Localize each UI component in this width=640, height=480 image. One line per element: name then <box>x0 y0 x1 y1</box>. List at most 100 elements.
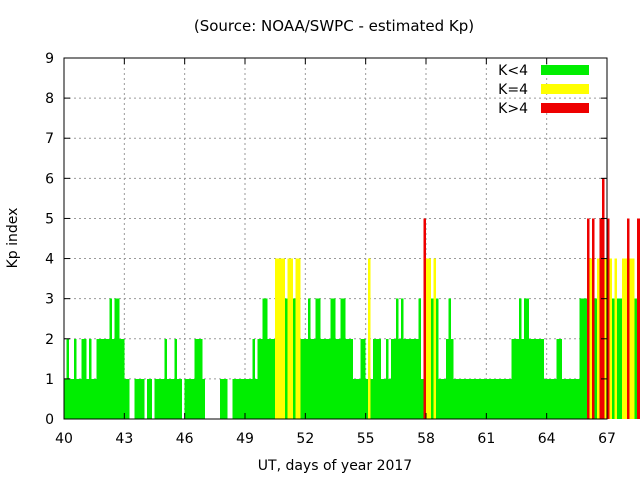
kp-bar <box>375 338 379 419</box>
plot-frame <box>63 57 608 420</box>
kp-bar <box>400 298 404 419</box>
legend-label: K=4 <box>498 82 528 98</box>
kp-bar <box>76 378 80 419</box>
kp-bar <box>350 338 354 419</box>
kp-bar <box>629 258 633 419</box>
kp-bar <box>237 378 240 419</box>
kp-bar <box>393 338 396 419</box>
kp-bar <box>632 258 635 419</box>
kp-bar <box>508 378 512 419</box>
kp-bar <box>330 298 333 419</box>
chart-title: (Source: NOAA/SWPC - estimated Kp) <box>194 17 474 35</box>
kp-bar <box>332 298 336 419</box>
kp-bar <box>493 378 497 419</box>
x-tick-label: 49 <box>236 431 254 447</box>
kp-bar <box>443 378 447 419</box>
kp-bar <box>317 298 321 419</box>
kp-bar <box>368 258 371 419</box>
kp-bar <box>199 338 203 419</box>
kp-bar <box>483 378 487 419</box>
kp-bar <box>232 378 235 419</box>
y-axis-label: Kp index <box>5 208 21 269</box>
kp-bar <box>436 298 439 419</box>
kp-bar <box>448 298 452 419</box>
kp-bar <box>554 378 557 419</box>
kp-bar <box>398 338 401 419</box>
kp-bar <box>463 378 467 419</box>
kp-bar <box>498 378 502 419</box>
kp-bar <box>146 378 150 419</box>
y-tick-label: 3 <box>45 292 54 308</box>
kp-bar <box>86 378 90 419</box>
kp-bar <box>252 338 256 419</box>
kp-bar <box>370 378 374 419</box>
kp-bar <box>353 378 356 419</box>
kp-bar <box>262 298 266 419</box>
kp-bar <box>320 338 323 419</box>
kp-bar <box>64 378 67 419</box>
kp-bar <box>136 378 140 419</box>
kp-bar <box>312 338 316 419</box>
kp-bar <box>591 218 595 419</box>
kp-bar <box>531 338 535 419</box>
kp-bar <box>617 298 620 419</box>
kp-bar <box>619 298 623 419</box>
kp-bar <box>104 338 107 419</box>
kp-bar <box>589 258 592 419</box>
x-tick-label: 64 <box>538 431 556 447</box>
kp-bar <box>378 338 381 419</box>
kp-bar <box>219 378 223 419</box>
x-tick-label: 52 <box>296 431 314 447</box>
kp-bar <box>84 338 87 419</box>
kp-bar <box>453 378 457 419</box>
kp-bar <box>245 378 248 419</box>
kp-bar <box>355 378 359 419</box>
kp-bar <box>239 378 243 419</box>
kp-bar <box>519 298 522 419</box>
kp-bar <box>501 378 504 419</box>
kp-bar <box>458 378 462 419</box>
kp-bar <box>551 378 555 419</box>
kp-bar <box>265 298 268 419</box>
kp-bar <box>234 378 238 419</box>
kp-bar <box>315 298 318 419</box>
kp-bar <box>325 338 328 419</box>
kp-bar <box>257 338 261 419</box>
kp-bar <box>478 378 482 419</box>
kp-bar <box>197 338 200 419</box>
kp-bar <box>106 338 110 419</box>
kp-bar <box>569 378 572 419</box>
kp-bar <box>302 338 306 419</box>
kp-bar <box>513 338 517 419</box>
kp-bar <box>637 218 640 419</box>
kp-bar <box>534 338 537 419</box>
kp-bar <box>622 258 625 419</box>
kp-bar <box>612 298 615 419</box>
kp-bar <box>521 338 525 419</box>
kp-bar <box>222 378 225 419</box>
kp-bar <box>358 378 361 419</box>
x-tick-label: 55 <box>357 431 375 447</box>
kp-bar <box>71 378 75 419</box>
kp-bar <box>74 338 77 419</box>
kp-bar <box>388 378 391 419</box>
kp-bar <box>541 338 545 419</box>
kp-bar <box>192 378 195 419</box>
kp-bar <box>468 378 472 419</box>
kp-bar <box>154 378 158 419</box>
y-tick-label: 0 <box>45 412 54 428</box>
kp-bar <box>287 258 291 419</box>
kp-bar <box>503 378 507 419</box>
kp-bar <box>546 378 550 419</box>
kp-bar <box>486 378 489 419</box>
kp-bar <box>81 338 85 419</box>
kp-bar <box>564 378 567 419</box>
kp-bar <box>431 298 434 419</box>
kp-bar <box>277 258 281 419</box>
legend: K<4 K=4 K>4 <box>498 63 589 117</box>
kp-bar <box>544 378 547 419</box>
kp-bar <box>441 378 444 419</box>
kp-bar <box>581 298 585 419</box>
